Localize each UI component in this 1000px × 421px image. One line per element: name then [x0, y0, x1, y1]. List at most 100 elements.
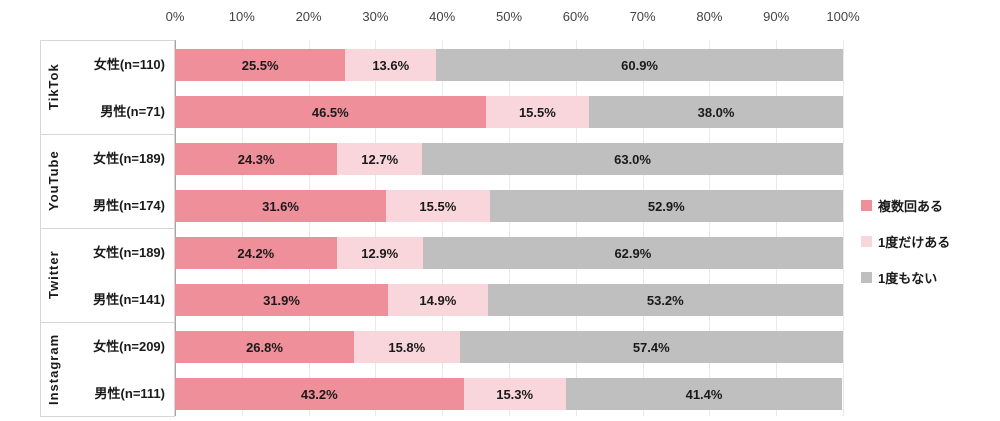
- data-label: 60.9%: [621, 57, 658, 73]
- data-label: 63.0%: [614, 151, 651, 167]
- x-axis-tick-label: 30%: [362, 9, 389, 24]
- data-label: 31.6%: [262, 198, 299, 214]
- x-axis-tick-label: 60%: [562, 9, 589, 24]
- bar-segment-series-1: 25.5%: [175, 49, 346, 81]
- data-label: 26.8%: [246, 339, 283, 355]
- bar-segment-series-2: 15.3%: [463, 378, 566, 410]
- data-label: 24.3%: [237, 151, 275, 167]
- data-label: 31.9%: [263, 292, 300, 308]
- bar-segment-series-3: 62.9%: [422, 237, 843, 269]
- legend-item-3: 1度もない: [861, 268, 950, 287]
- legend-label: 複数回ある: [878, 199, 944, 214]
- legend: 複数回ある 1度だけある 1度もない: [861, 196, 950, 304]
- data-label: 52.9%: [647, 198, 685, 214]
- legend-label: 1度もない: [878, 271, 938, 286]
- data-label: 38.0%: [697, 104, 735, 120]
- data-label: 43.2%: [300, 386, 338, 402]
- data-label: 46.5%: [311, 104, 349, 120]
- bar-row: 46.5% 15.5% 38.0%: [175, 96, 843, 128]
- bar-segment-series-2: 15.8%: [354, 331, 460, 363]
- bar-segment-series-2: 13.6%: [345, 49, 437, 81]
- data-label: 57.4%: [632, 339, 670, 355]
- data-label: 15.3%: [496, 386, 534, 402]
- gridline: [575, 40, 577, 416]
- data-label: 15.5%: [518, 104, 556, 120]
- bar-row: 43.2% 15.3% 41.4%: [175, 378, 843, 410]
- row-label: 男性(n=141): [93, 292, 165, 307]
- row-label: 男性(n=71): [100, 104, 165, 119]
- gridline: [642, 40, 644, 416]
- group-box-instagram: [40, 322, 175, 417]
- bar-segment-series-2: 15.5%: [485, 96, 590, 128]
- platform-label: YouTube: [46, 150, 61, 212]
- data-label: 12.9%: [361, 245, 399, 261]
- row-label: 男性(n=174): [93, 198, 165, 213]
- x-axis-tick-label: 10%: [228, 9, 255, 24]
- bar-segment-series-3: 63.0%: [422, 143, 843, 175]
- x-axis-tick-label: 80%: [696, 9, 723, 24]
- gridline: [776, 40, 778, 416]
- bar-row: 31.6% 15.5% 52.9%: [175, 190, 843, 222]
- data-label: 15.8%: [388, 339, 426, 355]
- x-axis-tick-label: 100%: [826, 9, 860, 24]
- legend-item-2: 1度だけある: [861, 232, 950, 251]
- data-label: 24.2%: [237, 245, 275, 261]
- bar-segment-series-2: 15.5%: [386, 190, 490, 222]
- bar-segment-series-3: 53.2%: [487, 284, 843, 316]
- bar-row: 31.9% 14.9% 53.2%: [175, 284, 843, 316]
- x-axis-tick-label: 90%: [763, 9, 790, 24]
- x-axis-tick-label: 40%: [429, 9, 456, 24]
- x-axis-tick-label: 70%: [629, 9, 656, 24]
- y-axis-line: [174, 40, 176, 416]
- data-label: 15.5%: [419, 198, 457, 214]
- gridline: [709, 40, 711, 416]
- data-label: 25.5%: [241, 57, 279, 73]
- group-box-twitter: [40, 228, 175, 323]
- data-label: 41.4%: [685, 386, 723, 402]
- data-label: 62.9%: [614, 245, 652, 261]
- bar-segment-series-3: 57.4%: [459, 331, 843, 363]
- group-box-youtube: [40, 134, 175, 229]
- gridline: [241, 40, 243, 416]
- gridline: [442, 40, 444, 416]
- bar-row: 24.3% 12.7% 63.0%: [175, 143, 843, 175]
- bar-row: 25.5% 13.6% 60.9%: [175, 49, 843, 81]
- data-label: 53.2%: [646, 292, 684, 308]
- legend-swatch-icon: [861, 272, 872, 283]
- x-axis-tick-label: 20%: [295, 9, 322, 24]
- x-axis-tick-label: 0%: [165, 9, 185, 24]
- gridline: [308, 40, 310, 416]
- platform-label: TikTok: [46, 63, 61, 111]
- data-label: 13.6%: [372, 57, 410, 73]
- bar-segment-series-1: 26.8%: [175, 331, 355, 363]
- row-label: 女性(n=110): [93, 57, 165, 72]
- row-label: 女性(n=189): [93, 151, 165, 166]
- bar-segment-series-2: 14.9%: [388, 284, 488, 316]
- bar-row: 24.2% 12.9% 62.9%: [175, 237, 843, 269]
- legend-swatch-icon: [861, 200, 872, 211]
- gridline: [375, 40, 377, 416]
- bar-segment-series-3: 52.9%: [489, 190, 843, 222]
- gridline: [843, 40, 844, 416]
- row-label: 男性(n=111): [94, 386, 165, 401]
- legend-label: 1度だけある: [878, 235, 951, 250]
- legend-item-1: 複数回ある: [861, 196, 950, 215]
- row-label: 女性(n=189): [93, 245, 165, 260]
- bar-segment-series-1: 43.2%: [175, 378, 464, 410]
- bar-segment-series-3: 38.0%: [589, 96, 843, 128]
- legend-swatch-icon: [861, 236, 872, 247]
- platform-label: Twitter: [46, 250, 61, 300]
- row-label: 女性(n=209): [93, 339, 165, 354]
- data-label: 12.7%: [361, 151, 399, 167]
- bar-row: 26.8% 15.8% 57.4%: [175, 331, 843, 363]
- bar-segment-series-1: 24.3%: [175, 143, 338, 175]
- bar-segment-series-1: 31.9%: [175, 284, 389, 316]
- bar-segment-series-1: 24.2%: [175, 237, 337, 269]
- gridline: [509, 40, 510, 416]
- platform-label: Instagram: [46, 333, 61, 405]
- bar-segment-series-3: 60.9%: [436, 49, 843, 81]
- bar-segment-series-1: 31.6%: [175, 190, 387, 222]
- data-label: 14.9%: [419, 292, 457, 308]
- bar-segment-series-3: 41.4%: [565, 378, 843, 410]
